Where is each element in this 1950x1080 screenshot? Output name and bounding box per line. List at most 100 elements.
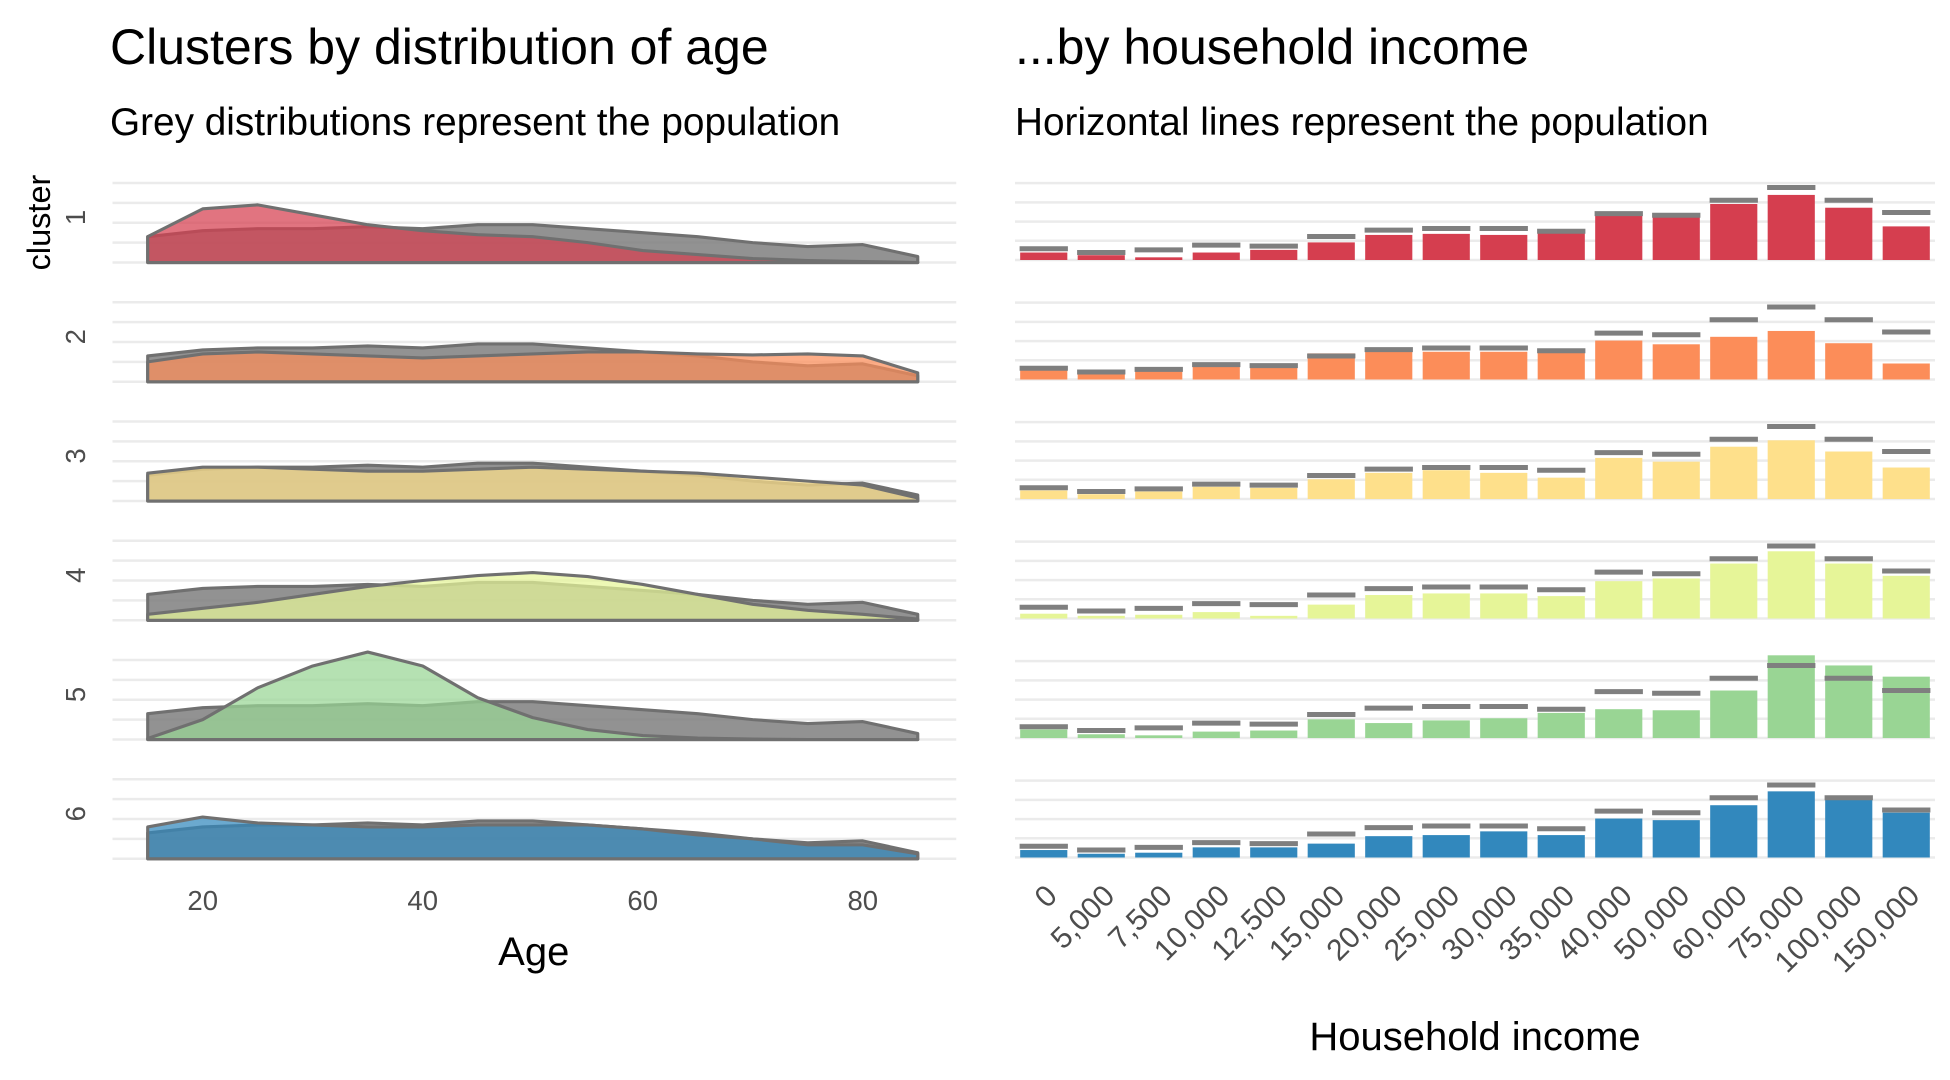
bar [1652,461,1700,499]
bar [1192,612,1240,619]
bar [1250,367,1298,380]
bar [1020,613,1068,619]
plot-area: Clusters by distribution of age Grey dis… [21,19,1935,1059]
bar [1422,351,1470,380]
bar [1767,194,1815,260]
density-area [146,570,920,622]
bar [1710,563,1758,619]
y-tick-label: 2 [60,329,91,344]
bar [1422,593,1470,619]
bar [1480,472,1528,499]
bar [1020,369,1068,380]
bar [1882,226,1930,260]
bar [1077,494,1125,499]
bar [1422,835,1470,858]
bar [1365,595,1413,619]
bar [1250,847,1298,858]
bar [1710,336,1758,380]
x-axis-label: Household income [1309,1015,1640,1059]
chart-title: Clusters by distribution of age [110,19,769,75]
bar [1882,676,1930,738]
bar [1135,491,1183,499]
bar [1020,729,1068,738]
bar [1307,479,1355,499]
bar [1652,578,1700,619]
bar [1192,731,1240,738]
bar [1422,233,1470,260]
bar [1192,364,1240,380]
bar [1077,373,1125,380]
bar [1767,330,1815,380]
bar [1365,234,1413,260]
bar [1537,350,1585,380]
density-area [146,815,920,861]
x-tick-label: 60 [627,885,658,916]
bar [1077,853,1125,858]
bar [1365,836,1413,858]
bar [1135,614,1183,619]
bar [1077,615,1125,619]
chart-subtitle: Horizontal lines represent the populatio… [1015,101,1709,144]
bar [1710,203,1758,260]
bar [1652,820,1700,858]
bar [1422,470,1470,499]
bar [1192,252,1240,260]
bar [1135,257,1183,260]
x-axis-label: Age [498,930,569,974]
bar [1365,472,1413,499]
bar [1767,551,1815,619]
bar [1537,232,1585,260]
bar [1480,351,1528,380]
bar [1020,252,1068,260]
bar [1135,735,1183,738]
bar [1882,467,1930,499]
chart-subtitle: Grey distributions represent the populat… [110,101,840,144]
y-tick-label: 5 [60,687,91,702]
bar [1250,487,1298,499]
bar [1365,351,1413,380]
bar [1480,234,1528,260]
bar [1767,791,1815,858]
bar [1882,812,1930,858]
bar [1767,440,1815,499]
bar [1710,446,1758,499]
bar [1595,457,1643,499]
bar [1825,207,1873,260]
bar [1307,719,1355,738]
y-tick-label: 1 [60,210,91,225]
bar [1480,593,1528,619]
bar [1825,343,1873,380]
bar [1480,831,1528,858]
bar [1250,730,1298,738]
bar [1537,712,1585,738]
bar [1250,249,1298,260]
bar [1077,734,1125,738]
bar [1537,477,1585,499]
bar [1595,340,1643,380]
bar [1020,850,1068,858]
y-axis-label: cluster [21,174,57,270]
bar [1767,655,1815,738]
bar [1652,344,1700,380]
density-area [146,465,920,503]
x-tick-label: 40 [407,885,438,916]
y-tick-label: 3 [60,448,91,463]
chart-title: ...by household income [1015,19,1529,75]
density-area [146,203,920,265]
bar [1710,805,1758,858]
bar [1480,718,1528,738]
bar [1365,723,1413,738]
x-tick-label: 80 [847,885,878,916]
bar [1595,709,1643,738]
bar [1652,710,1700,738]
y-tick-label: 6 [60,806,91,821]
x-tick-label: 5,000 [1045,879,1121,955]
bar [1652,217,1700,260]
bar [1882,575,1930,619]
bar [1250,615,1298,619]
bar [1020,490,1068,499]
bar [1422,720,1470,738]
bar [1192,486,1240,499]
